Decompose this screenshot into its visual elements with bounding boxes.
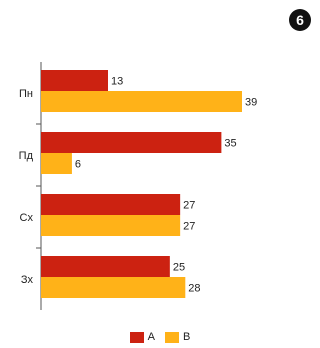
legend-item-b: B [165, 331, 190, 343]
category-label: Пд [19, 150, 34, 162]
legend-item-a: A [129, 331, 155, 343]
bar-a [41, 70, 108, 91]
bar-b [41, 153, 72, 174]
data-label: 27 [183, 200, 195, 212]
data-label: 39 [245, 97, 257, 109]
bar-b [41, 277, 186, 298]
data-label: 27 [183, 221, 195, 233]
bar-a [41, 194, 181, 215]
data-label: 28 [188, 283, 200, 295]
legend-swatch-a [129, 331, 144, 343]
data-label: 25 [173, 262, 185, 274]
data-label: 6 [75, 159, 81, 171]
bar-a [41, 256, 170, 277]
legend-swatch-b [165, 331, 179, 343]
bar-b [41, 215, 181, 236]
chart-number-badge: 6 [289, 9, 311, 31]
legend-label-b: B [183, 331, 191, 343]
data-label: 13 [111, 76, 123, 88]
chart-legend: A B [0, 331, 320, 343]
category-label: Зх [21, 274, 34, 286]
legend-label-a: A [147, 331, 155, 343]
data-label: 35 [224, 138, 236, 150]
category-label: Сх [20, 212, 34, 224]
category-label: Пн [19, 88, 33, 100]
bar-b [41, 91, 242, 112]
bar-a [41, 132, 222, 153]
